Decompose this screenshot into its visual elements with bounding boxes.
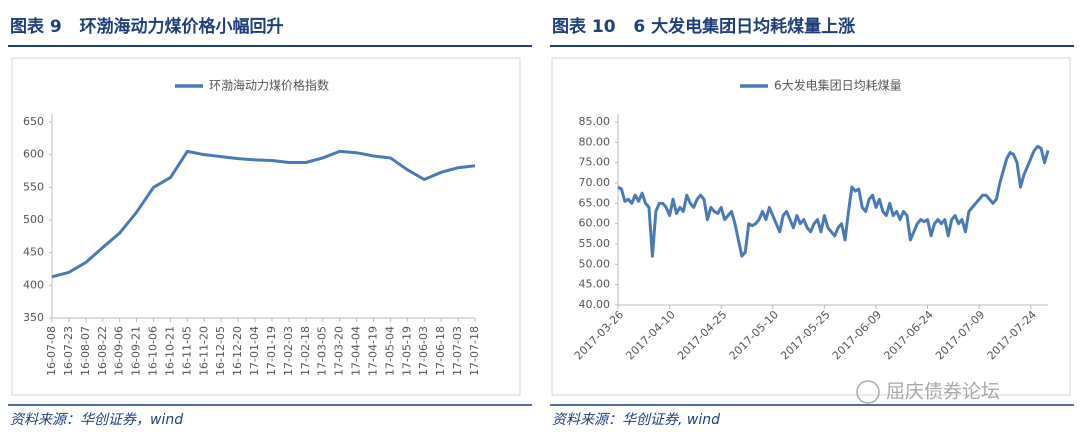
x-tick-label: 17-04-04 (350, 326, 363, 376)
y-tick-label: 500 (23, 213, 44, 226)
x-tick-label: 17-05-19 (400, 326, 413, 376)
x-tick-label: 2017-07-24 (985, 308, 1039, 362)
y-tick-label: 70.00 (579, 176, 611, 189)
x-tick-label: 2017-05-10 (727, 308, 781, 362)
x-tick-label: 17-06-18 (434, 326, 447, 376)
chart-title: 图表 9 环渤海动力煤价格小幅回升 (10, 16, 284, 37)
x-tick-label: 16-10-06 (147, 326, 160, 376)
data-line (51, 149, 476, 279)
data-line (617, 144, 1050, 258)
y-tick-label: 40.00 (579, 298, 611, 311)
x-tick-label: 17-04-19 (366, 326, 379, 376)
y-tick-label: 80.00 (579, 135, 611, 148)
watermark: 屈庆债券论坛 (886, 381, 1000, 403)
x-tick-label: 16-12-20 (231, 326, 244, 376)
watermark-icon (856, 380, 880, 404)
legend-label: 6大发电集团日均耗煤量 (774, 78, 902, 93)
panel-frame (551, 57, 1071, 396)
x-tick-label: 16-09-06 (113, 326, 126, 376)
y-tick-label: 600 (23, 148, 44, 161)
panel-frame (11, 57, 521, 396)
x-tick-label: 2017-06-09 (830, 308, 884, 362)
x-tick-label: 17-03-20 (333, 326, 346, 376)
y-tick-label: 400 (23, 278, 44, 291)
y-tick-label: 55.00 (579, 237, 611, 250)
y-tick-label: 75.00 (579, 156, 611, 169)
y-tick-label: 450 (23, 246, 44, 259)
x-tick-label: 16-10-21 (163, 326, 176, 376)
source-note: 资料来源：华创证券，wind (10, 412, 183, 428)
y-tick-label: 60.00 (579, 217, 611, 230)
x-tick-label: 16-11-05 (180, 326, 193, 376)
x-tick-label: 17-07-18 (468, 326, 481, 376)
x-tick-label: 2017-03-26 (572, 308, 626, 362)
x-tick-label: 16-07-23 (62, 326, 75, 376)
x-tick-label: 17-02-03 (282, 326, 295, 376)
x-tick-label: 16-11-20 (197, 326, 210, 376)
x-tick-label: 2017-07-09 (933, 308, 987, 362)
x-tick-label: 17-03-05 (316, 326, 329, 376)
x-tick-label: 16-12-05 (214, 326, 227, 376)
x-tick-label: 16-09-21 (130, 326, 143, 376)
x-tick-label: 2017-04-10 (623, 308, 677, 362)
x-tick-label: 17-06-03 (417, 326, 430, 376)
y-tick-label: 550 (23, 180, 44, 193)
x-tick-label: 17-02-18 (299, 326, 312, 376)
x-tick-label: 17-05-04 (383, 326, 396, 376)
x-tick-label: 2017-06-24 (881, 308, 935, 362)
source-note: 资料来源：华创证券, wind (552, 412, 720, 428)
x-tick-label: 16-08-07 (79, 326, 92, 376)
x-tick-label: 2017-05-25 (778, 308, 832, 362)
y-tick-label: 85.00 (579, 115, 611, 128)
x-tick-label: 16-07-08 (45, 326, 58, 376)
y-tick-label: 45.00 (579, 278, 611, 291)
chart-title: 图表 10 6 大发电集团日均耗煤量上涨 (552, 16, 855, 37)
y-tick-label: 650 (23, 115, 44, 128)
legend-label: 环渤海动力煤价格指数 (209, 78, 329, 93)
x-tick-label: 17-07-03 (451, 326, 464, 376)
y-tick-label: 350 (23, 311, 44, 324)
x-tick-label: 17-01-04 (248, 326, 261, 376)
x-tick-label: 16-08-22 (96, 326, 109, 376)
y-tick-label: 65.00 (579, 196, 611, 209)
x-tick-label: 2017-04-25 (675, 308, 729, 362)
y-tick-label: 50.00 (579, 257, 611, 270)
x-tick-label: 17-01-19 (265, 326, 278, 376)
